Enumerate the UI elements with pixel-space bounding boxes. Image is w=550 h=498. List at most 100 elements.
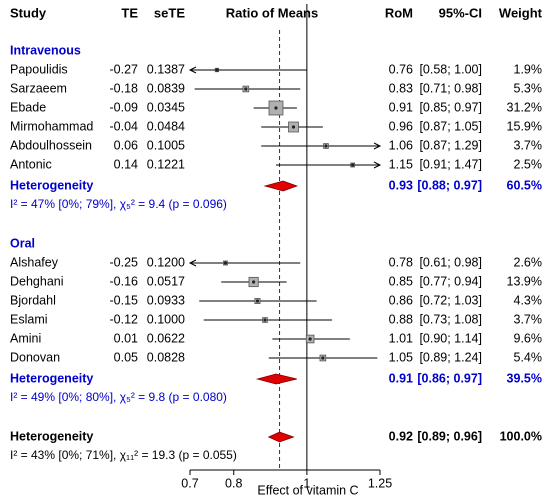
study-name: Donovan — [10, 350, 60, 364]
rom-value: 0.88 — [389, 312, 413, 326]
weight-value: 5.3% — [514, 81, 543, 95]
ci-value: [0.85; 0.97] — [419, 100, 482, 114]
te-value: 0.14 — [114, 157, 138, 171]
ci-value: [0.58; 1.00] — [419, 62, 482, 76]
sete-value: 0.0828 — [147, 350, 185, 364]
study-point — [263, 318, 267, 322]
column-header: 95%-CI — [439, 5, 482, 20]
sete-value: 0.0839 — [147, 81, 185, 95]
rom-value: 1.05 — [389, 350, 413, 364]
study-name: Papoulidis — [10, 62, 68, 76]
study-point — [291, 125, 296, 129]
sete-value: 0.1000 — [147, 312, 185, 326]
x-tick-label: 1.25 — [368, 476, 392, 490]
study-name: Abdoulhossein — [10, 138, 92, 152]
ci-value: [0.88; 0.97] — [417, 178, 482, 192]
pooled-diamond — [267, 431, 295, 443]
column-header: Study — [10, 5, 47, 20]
sete-value: 0.0484 — [147, 119, 185, 133]
weight-value: 1.9% — [514, 62, 543, 76]
te-value: -0.15 — [110, 293, 139, 307]
ci-arrow — [373, 142, 382, 150]
rom-value: 0.78 — [389, 255, 413, 269]
rom-value: 0.85 — [389, 274, 413, 288]
te-value: -0.04 — [110, 119, 139, 133]
rom-value: 0.86 — [389, 293, 413, 307]
x-tick-label: 1 — [303, 476, 310, 490]
ci-value: [0.91; 1.47] — [419, 157, 482, 171]
x-tick-label: 0.8 — [225, 476, 242, 490]
sete-value: 0.1387 — [147, 62, 185, 76]
study-point — [252, 280, 256, 284]
study-name: Alshafey — [10, 255, 59, 269]
sete-value: 0.1221 — [147, 157, 185, 171]
rom-value: 0.91 — [389, 371, 413, 385]
te-value: -0.27 — [110, 62, 139, 76]
pooled-diamond — [255, 373, 297, 385]
sete-value: 0.0933 — [147, 293, 185, 307]
rom-value: 0.92 — [389, 429, 413, 443]
sete-value: 0.1005 — [147, 138, 185, 152]
weight-value: 5.4% — [514, 350, 543, 364]
rom-value: 0.83 — [389, 81, 413, 95]
rom-value: 0.91 — [389, 100, 413, 114]
ci-value: [0.87; 1.29] — [419, 138, 482, 152]
te-value: -0.09 — [110, 100, 139, 114]
te-value: 0.06 — [114, 138, 138, 152]
study-name: Sarzaeem — [10, 81, 67, 95]
weight-value: 3.7% — [514, 138, 543, 152]
sete-value: 0.1200 — [147, 255, 185, 269]
x-tick-label: 0.7 — [181, 476, 198, 490]
ci-value: [0.72; 1.03] — [419, 293, 482, 307]
sete-value: 0.0517 — [147, 274, 185, 288]
sete-value: 0.0622 — [147, 331, 185, 345]
group-label: Intravenous — [10, 43, 81, 57]
rom-value: 0.76 — [389, 62, 413, 76]
heterogeneity-stats: I² = 43% [0%; 71%], χ₁₁² = 19.3 (p = 0.0… — [10, 448, 237, 462]
study-point — [255, 299, 260, 303]
ci-arrow — [188, 259, 197, 267]
rom-value: 1.15 — [389, 157, 413, 171]
x-axis-label: Effect of vitamin C — [257, 483, 358, 497]
study-name: Dehghani — [10, 274, 64, 288]
weight-value: 3.7% — [514, 312, 543, 326]
heterogeneity-stats: I² = 49% [0%; 80%], χ₅² = 9.8 (p = 0.080… — [10, 390, 227, 404]
weight-value: 39.5% — [507, 371, 542, 385]
te-value: -0.25 — [110, 255, 139, 269]
overall-label: Heterogeneity — [10, 429, 93, 443]
chart-title: Ratio of Means — [226, 5, 318, 20]
column-header: Weight — [499, 5, 543, 20]
study-point — [324, 144, 328, 148]
pooled-label: Heterogeneity — [10, 371, 93, 385]
sete-value: 0.0345 — [147, 100, 185, 114]
study-point — [321, 356, 325, 360]
study-name: Bjordahl — [10, 293, 56, 307]
ci-arrow — [373, 161, 382, 169]
ci-value: [0.77; 0.94] — [419, 274, 482, 288]
rom-value: 1.01 — [389, 331, 413, 345]
ci-value: [0.61; 0.98] — [419, 255, 482, 269]
weight-value: 2.6% — [514, 255, 543, 269]
study-name: Ebade — [10, 100, 46, 114]
ci-value: [0.86; 0.97] — [417, 371, 482, 385]
ci-value: [0.87; 1.05] — [419, 119, 482, 133]
study-point — [215, 68, 219, 72]
te-value: -0.12 — [110, 312, 139, 326]
ci-value: [0.90; 1.14] — [419, 331, 482, 345]
rom-value: 0.96 — [389, 119, 413, 133]
column-header: TE — [121, 5, 138, 20]
ci-value: [0.71; 0.98] — [419, 81, 482, 95]
weight-value: 13.9% — [507, 274, 542, 288]
study-name: Antonic — [10, 157, 52, 171]
column-header: RoM — [385, 5, 413, 20]
weight-value: 2.5% — [514, 157, 543, 171]
study-point — [274, 106, 278, 110]
weight-value: 31.2% — [507, 100, 542, 114]
study-point — [244, 87, 248, 91]
weight-value: 100.0% — [500, 429, 542, 443]
pooled-diamond — [263, 180, 299, 192]
pooled-label: Heterogeneity — [10, 178, 93, 192]
rom-value: 0.93 — [389, 178, 413, 192]
te-value: -0.18 — [110, 81, 139, 95]
